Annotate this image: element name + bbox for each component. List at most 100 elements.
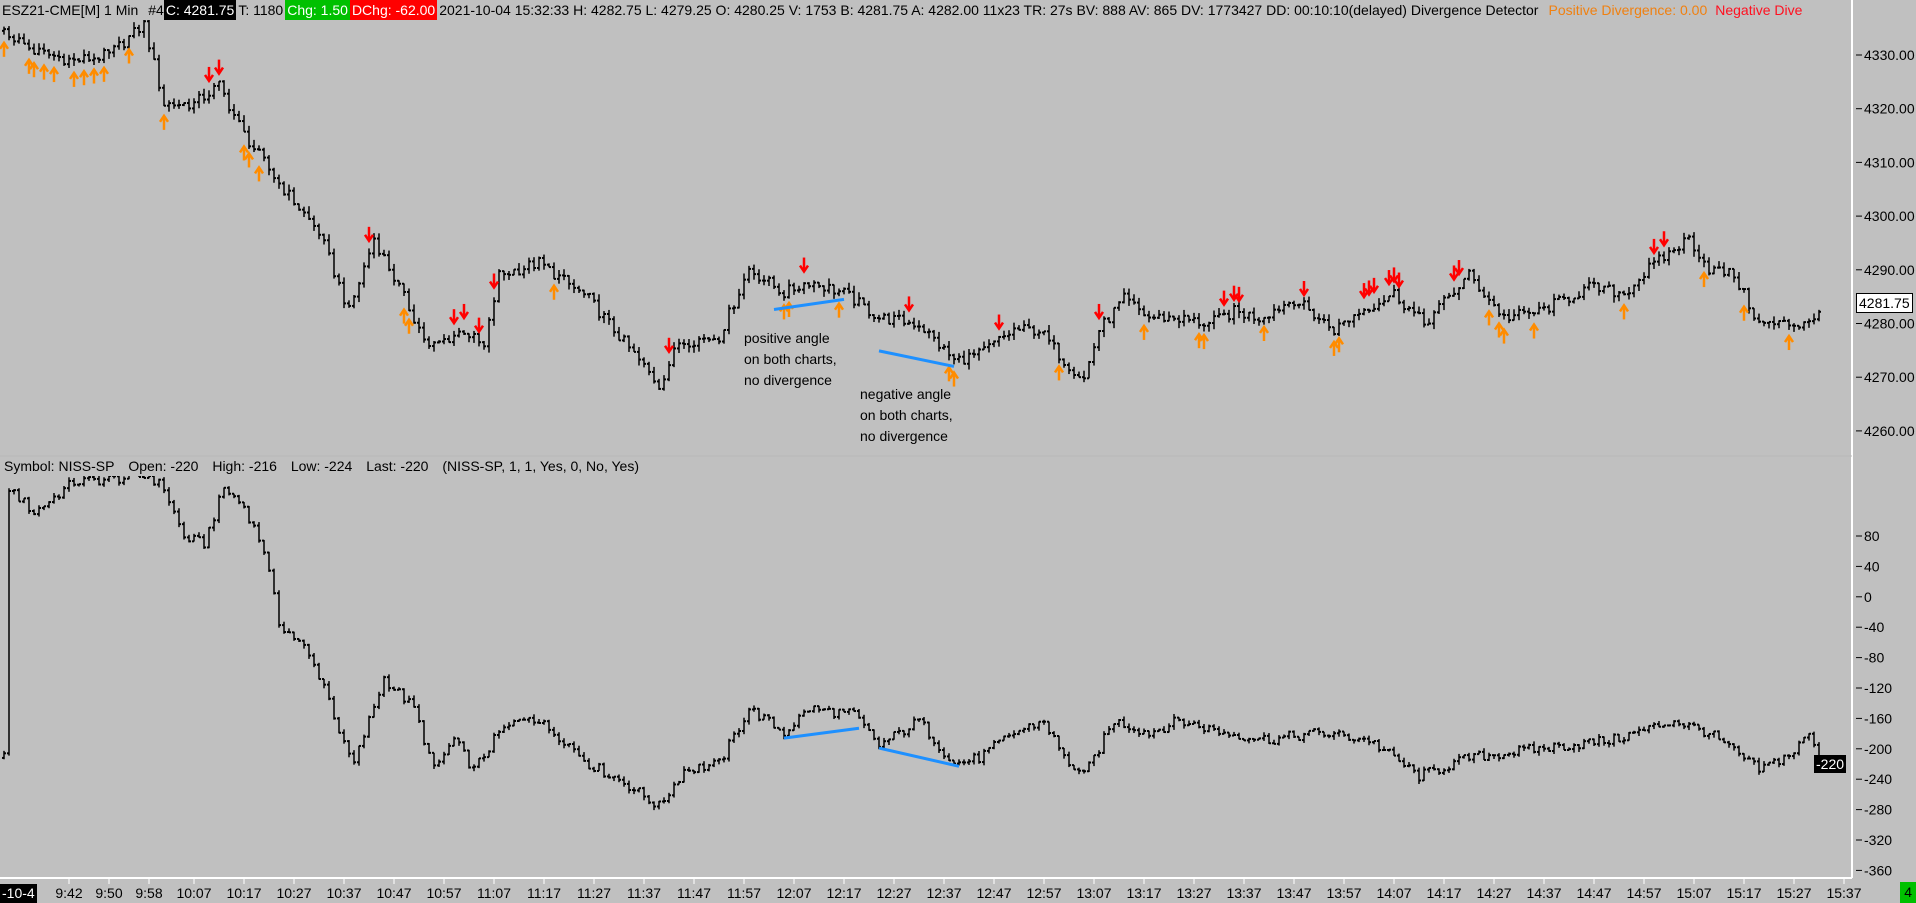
annotation-positive-angle[interactable]: positive angle on both charts, no diverg… (744, 328, 837, 391)
price-trendline[interactable] (773, 297, 845, 312)
niss-bar (1757, 757, 1761, 775)
niss-bar (1012, 730, 1016, 739)
positive-divergence-arrow-icon (68, 70, 80, 87)
symbol-label[interactable]: ESZ21-CME[M] (2, 2, 101, 18)
niss-trendline[interactable] (878, 746, 960, 768)
niss-bar (987, 746, 991, 754)
price-bar (872, 314, 876, 323)
time-tick-label: 15:27 (1776, 885, 1811, 901)
price-bar (827, 278, 831, 294)
time-tick-label: 11:07 (477, 885, 511, 901)
price-bar (122, 38, 126, 51)
price-bar (702, 334, 706, 343)
negative-divergence-arrow-icon (903, 296, 915, 313)
niss-bar (677, 780, 681, 786)
niss-bar (1422, 766, 1426, 782)
price-bar (757, 269, 761, 284)
price-bar (1552, 293, 1556, 317)
negative-divergence-arrow-icon (663, 337, 675, 355)
price-bar (627, 335, 631, 352)
time-tick-label: 9:58 (135, 885, 162, 901)
price-bar (247, 125, 251, 149)
price-bar (1212, 310, 1216, 330)
niss-bar (727, 738, 731, 762)
price-bar (1557, 294, 1561, 301)
price-tick-label: 4310.00 (1864, 154, 1915, 170)
price-bar (1392, 284, 1396, 298)
niss-bar (497, 730, 501, 739)
price-pane[interactable] (0, 0, 1821, 391)
annotation-negative-angle[interactable]: negative angle on both charts, no diverg… (860, 384, 953, 447)
price-bar (1262, 316, 1266, 325)
niss-bar (592, 766, 596, 773)
niss-bar (382, 675, 386, 697)
time-tick-label: 12:27 (876, 885, 911, 901)
price-bar (1767, 320, 1771, 329)
niss-bar (387, 674, 391, 692)
niss-bar (572, 741, 576, 753)
niss-bar (102, 477, 106, 487)
price-bar (167, 100, 171, 112)
price-bar (1762, 320, 1766, 327)
niss-bar (282, 621, 286, 634)
price-bar (1797, 324, 1801, 330)
price-bar (1112, 306, 1116, 329)
positive-divergence-arrow-icon (78, 68, 90, 86)
niss-pane[interactable] (2, 472, 1821, 811)
niss-bar (1337, 729, 1341, 737)
niss-bar (512, 719, 516, 727)
price-bar (507, 270, 511, 280)
niss-bar (642, 786, 646, 801)
niss-bar (447, 743, 451, 756)
niss-bar (562, 738, 566, 749)
price-bar (1222, 309, 1226, 316)
quote-details: 2021-10-04 15:32:33 H: 4282.75 L: 4279.2… (439, 2, 1539, 18)
niss-bar (1472, 752, 1476, 764)
niss-bar (422, 720, 426, 746)
niss-bar (817, 705, 821, 713)
positive-divergence-label: Positive Divergence: 0.00 (1548, 2, 1708, 18)
interval-label[interactable]: 1 Min (104, 2, 139, 18)
niss-bar (1167, 723, 1171, 734)
price-bar (337, 273, 341, 286)
time-tick-label: 14:07 (1376, 885, 1411, 901)
price-bar (92, 53, 96, 66)
price-bar (662, 375, 666, 391)
price-bar (17, 33, 21, 44)
price-bar (987, 339, 991, 353)
change-value: Chg: 1.50 (285, 0, 350, 20)
price-bar (902, 310, 906, 327)
negative-divergence-arrow-icon (213, 59, 225, 76)
niss-tick-label: -120 (1864, 680, 1892, 696)
niss-bar (802, 709, 806, 717)
niss-bar (12, 489, 16, 495)
price-bar (72, 53, 76, 66)
price-bar (897, 309, 901, 320)
price-bar (1707, 257, 1711, 276)
negative-divergence-arrow-icon (1093, 303, 1105, 321)
price-tick-label: 4260.00 (1864, 423, 1915, 439)
price-bar (562, 269, 566, 281)
niss-bar (1522, 744, 1526, 752)
price-tick-label: 4330.00 (1864, 47, 1915, 63)
price-bar (667, 361, 671, 382)
niss-bar (1657, 720, 1661, 728)
time-tick-label: 12:17 (826, 885, 861, 901)
price-trendline[interactable] (878, 349, 955, 368)
negative-divergence-arrow-icon (1658, 231, 1670, 248)
price-bar (862, 297, 866, 306)
niss-bar (827, 705, 831, 711)
price-bar (1692, 232, 1696, 257)
niss-bar (482, 753, 486, 762)
niss-bar (467, 749, 471, 769)
price-bar (1352, 314, 1356, 328)
price-bar (1807, 318, 1811, 328)
price-bar (42, 43, 46, 55)
price-bar (967, 349, 971, 370)
niss-trendline[interactable] (783, 726, 860, 740)
niss-bar (1622, 737, 1626, 745)
time-tick-label: 11:17 (527, 885, 561, 901)
price-bar (392, 263, 396, 286)
price-bar (492, 297, 496, 326)
